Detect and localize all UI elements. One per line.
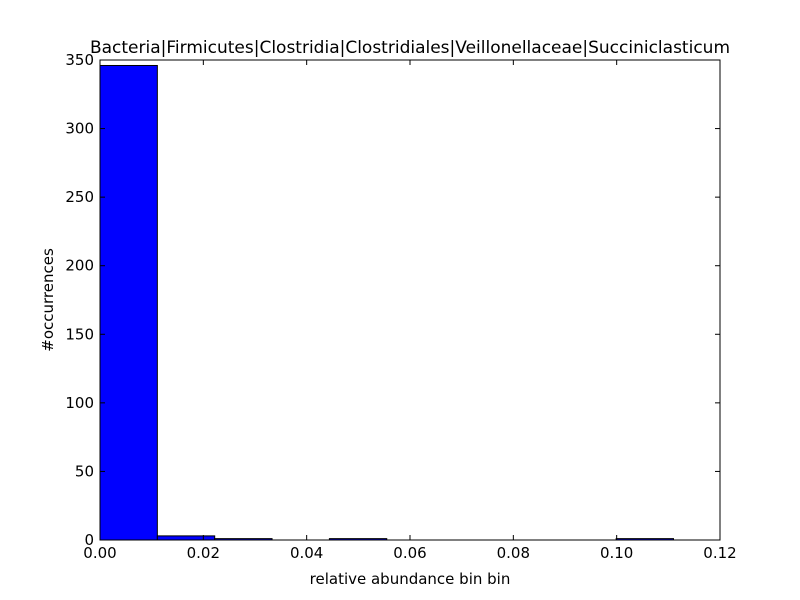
chart-title: Bacteria|Firmicutes|Clostridia|Clostridi… bbox=[90, 38, 730, 58]
plot-frame bbox=[99, 59, 721, 541]
x-tick-label: 0.08 bbox=[497, 544, 530, 562]
y-axis-label: #occurrences bbox=[39, 248, 57, 352]
histogram-bar bbox=[99, 64, 158, 541]
bars-group bbox=[99, 64, 675, 541]
x-axis-label: relative abundance bin bin bbox=[310, 570, 511, 588]
y-tick-label: 350 bbox=[65, 51, 94, 69]
y-tick-label: 100 bbox=[65, 394, 94, 412]
y-tick-label: 200 bbox=[65, 257, 94, 275]
x-tick-label: 0.06 bbox=[393, 544, 426, 562]
y-tick-label: 150 bbox=[65, 325, 94, 343]
x-tick-label: 0.02 bbox=[187, 544, 220, 562]
y-tick-label: 300 bbox=[65, 120, 94, 138]
y-tick-label: 50 bbox=[75, 462, 94, 480]
y-tick-label: 250 bbox=[65, 188, 94, 206]
x-tick-label: 0.04 bbox=[290, 544, 323, 562]
x-tick-label: 0.10 bbox=[600, 544, 633, 562]
y-tick-label: 0 bbox=[84, 531, 94, 549]
x-tick-label: 0.00 bbox=[83, 544, 116, 562]
histogram-bar bbox=[156, 535, 216, 541]
ticks-group: 0.00 0.02 0.04 0.06 0.08 0.10 0.12 0 50 100 150 200… bbox=[65, 51, 736, 562]
x-tick-label: 0.12 bbox=[703, 544, 736, 562]
